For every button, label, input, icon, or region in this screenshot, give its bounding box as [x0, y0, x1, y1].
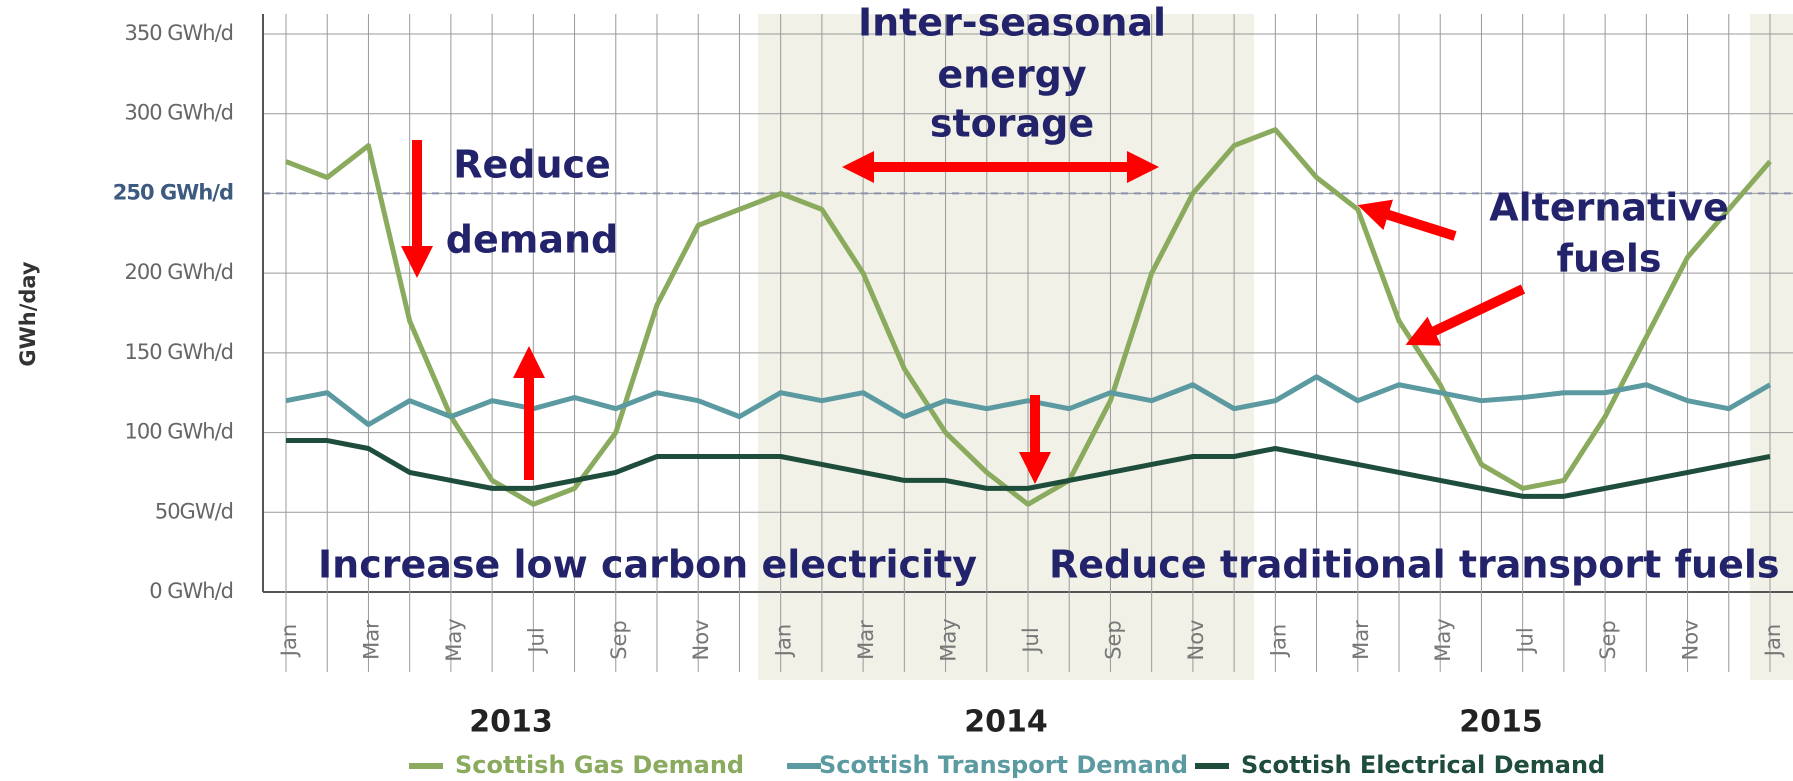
x-tick-label: May: [1431, 618, 1455, 661]
y-axis-label: GWh/day: [16, 261, 40, 367]
x-tick-label: Jan: [772, 624, 796, 658]
y-tick-label: 200 GWh/d: [124, 260, 233, 284]
legend-label: Scottish Gas Demand: [455, 751, 744, 779]
annotation: Inter-seasonal: [858, 1, 1166, 45]
annotation: Reduce: [453, 143, 611, 187]
y-tick-label: 50GW/d: [155, 499, 233, 523]
x-tick-label: Mar: [359, 620, 383, 660]
shade-2014: [758, 14, 1254, 680]
y-tick-label: 250 GWh/d: [113, 180, 233, 204]
y-tick-label: 150 GWh/d: [124, 340, 233, 364]
x-tick-label: Mar: [1349, 620, 1373, 660]
x-tick-label: Nov: [1679, 620, 1703, 661]
x-tick-label: Jul: [1019, 627, 1043, 654]
x-tick-label: Sep: [1596, 620, 1620, 660]
x-tick-label: Jul: [524, 627, 548, 654]
x-tick-label: May: [937, 618, 961, 661]
x-tick-label: Jul: [1514, 627, 1538, 654]
shade-2016: [1750, 14, 1793, 680]
year-label: 2014: [964, 705, 1048, 740]
annotation: energy: [937, 53, 1087, 97]
x-tick-label: Nov: [1184, 620, 1208, 661]
x-tick-label: Sep: [1101, 620, 1125, 660]
legend-label: Scottish Transport Demand: [819, 751, 1188, 779]
annotation: fuels: [1556, 237, 1661, 281]
x-tick-label: Jan: [1266, 624, 1290, 658]
annotation: Alternative: [1489, 186, 1729, 230]
year-label: 2013: [469, 705, 553, 740]
legend-label: Scottish Electrical Demand: [1241, 751, 1605, 779]
x-tick-label: Sep: [607, 620, 631, 660]
series-line: [286, 438, 1771, 499]
y-tick-label: 0 GWh/d: [149, 579, 233, 603]
annotation: demand: [446, 218, 618, 262]
x-tick-label: May: [442, 618, 466, 661]
annotation: Increase low carbon electricity: [318, 543, 977, 587]
annotation: Reduce traditional transport fuels: [1049, 543, 1780, 587]
y-tick-label: 350 GWh/d: [124, 21, 233, 45]
arrows: [400, 140, 1526, 485]
y-tick-label: 300 GWh/d: [124, 101, 233, 125]
annotation: storage: [930, 102, 1094, 146]
series-line: [285, 127, 1772, 507]
x-tick-label: Jan: [277, 624, 301, 658]
x-tick-label: Jan: [1761, 624, 1785, 658]
x-tick-label: Mar: [854, 620, 878, 660]
y-tick-label: 100 GWh/d: [124, 420, 233, 444]
year-label: 2015: [1459, 705, 1543, 740]
x-tick-label: Nov: [689, 620, 713, 661]
